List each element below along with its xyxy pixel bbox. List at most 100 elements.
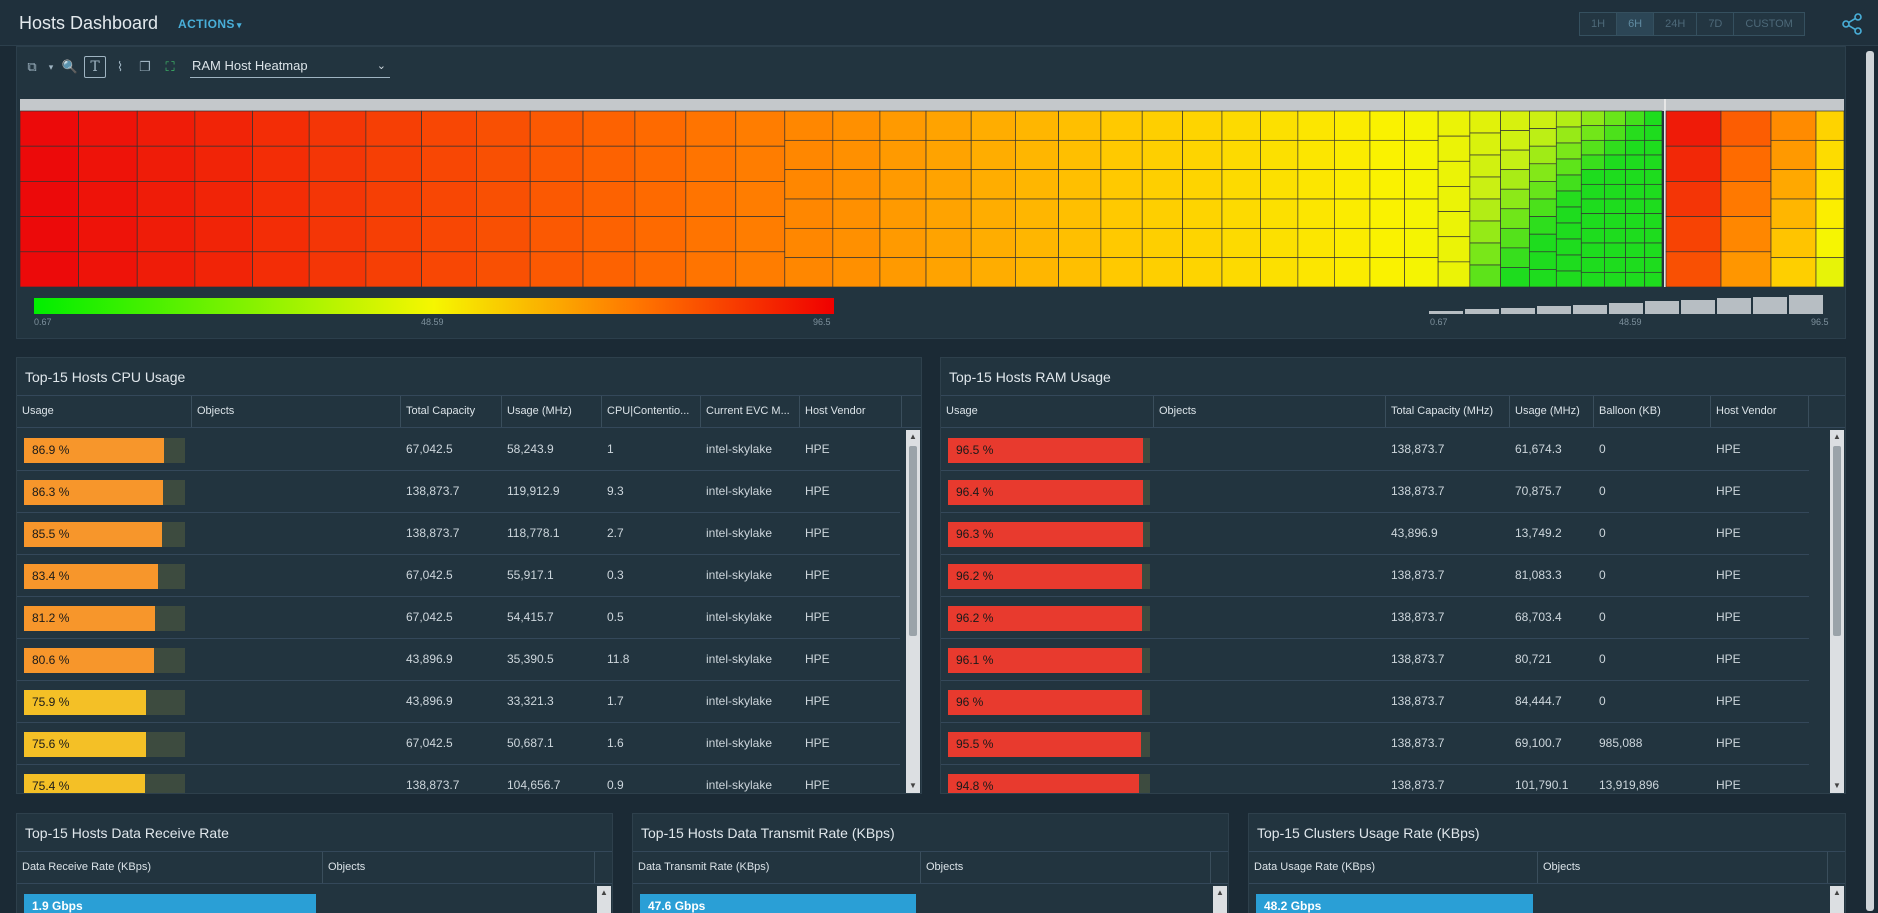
heatmap-cell[interactable] <box>735 216 786 253</box>
table-row[interactable]: 96.2 % 138,873.7 68,703.4 0 HPE <box>941 597 1809 639</box>
heatmap-cell[interactable] <box>1182 198 1223 229</box>
heatmap-cell[interactable] <box>1720 181 1772 217</box>
heatmap-cell[interactable] <box>784 227 834 259</box>
heatmap-cell[interactable] <box>1297 169 1335 200</box>
heatmap-cell[interactable] <box>1015 169 1059 200</box>
heatmap-cell[interactable] <box>1644 213 1663 229</box>
heatmap-cell[interactable] <box>1555 206 1582 224</box>
heatmap-cell[interactable] <box>1815 139 1844 171</box>
scroll-up-icon[interactable]: ▲ <box>1833 888 1841 897</box>
heatmap-cell[interactable] <box>1604 110 1626 127</box>
cpu-col-usage[interactable]: Usage <box>17 396 192 427</box>
heatmap-cell[interactable] <box>194 110 253 147</box>
search-icon[interactable]: 🔍 <box>61 59 79 74</box>
heatmap-cell[interactable] <box>879 139 927 171</box>
heatmap-cell[interactable] <box>365 216 422 253</box>
heatmap-cell[interactable] <box>1604 154 1626 171</box>
heatmap-cell[interactable] <box>20 110 79 147</box>
heatmap-cell[interactable] <box>1529 145 1557 165</box>
heatmap-cell[interactable] <box>970 198 1016 229</box>
heatmap-cell[interactable] <box>1058 257 1102 287</box>
heatmap-cell[interactable] <box>1469 198 1501 222</box>
heatmap-cell[interactable] <box>529 251 584 287</box>
range-7d-button[interactable]: 7D <box>1697 13 1735 35</box>
heatmap-cell[interactable] <box>685 110 737 147</box>
cluster-col-rate[interactable]: Data Usage Rate (KBps) <box>1249 852 1538 883</box>
heatmap-cell[interactable] <box>1555 222 1582 240</box>
heatmap-cell[interactable] <box>1015 110 1059 141</box>
transmit-table-scrollbar[interactable]: ▲ <box>1213 886 1227 913</box>
ram-col-balloon[interactable]: Balloon (KB) <box>1594 396 1711 427</box>
heatmap-cell[interactable] <box>365 110 422 147</box>
heatmap-cell[interactable] <box>1260 169 1299 200</box>
heatmap-cell[interactable] <box>365 145 422 182</box>
heatmap-cell[interactable] <box>1058 169 1102 200</box>
heatmap-cell[interactable] <box>194 181 253 217</box>
heatmap-cell[interactable] <box>1580 125 1605 141</box>
heatmap-cell[interactable] <box>1404 139 1439 171</box>
heatmap-cell[interactable] <box>1580 139 1605 156</box>
heatmap-cell[interactable] <box>308 181 367 217</box>
heatmap-cell[interactable] <box>1625 183 1646 200</box>
heatmap-cell[interactable] <box>1625 227 1646 244</box>
range-24h-button[interactable]: 24H <box>1654 13 1698 35</box>
receive-col-objects[interactable]: Objects <box>323 852 595 883</box>
heatmap-cell[interactable] <box>1334 139 1371 171</box>
table-row[interactable]: 96.4 % 138,873.7 70,875.7 0 HPE <box>941 471 1809 513</box>
heatmap-cell[interactable] <box>1770 227 1817 259</box>
heatmap-cell[interactable] <box>1580 242 1605 259</box>
heatmap-cell[interactable] <box>685 145 737 182</box>
heatmap-cell[interactable] <box>784 169 834 200</box>
heatmap-cell[interactable] <box>421 181 477 217</box>
heatmap-cell[interactable] <box>1404 169 1439 200</box>
ram-col-usage-mhz[interactable]: Usage (MHz) <box>1510 396 1594 427</box>
heatmap-cell[interactable] <box>1500 247 1530 268</box>
heatmap-cell[interactable] <box>784 257 834 287</box>
heatmap-cell[interactable] <box>1644 257 1663 273</box>
heatmap-cell[interactable] <box>1529 181 1557 200</box>
heatmap-cell[interactable] <box>1555 158 1582 176</box>
heatmap-cell[interactable] <box>365 251 422 287</box>
heatmap-cell[interactable] <box>1100 110 1143 141</box>
heatmap-cell[interactable] <box>1469 220 1501 244</box>
heatmap-cell[interactable] <box>1334 198 1371 229</box>
heatmap-cell[interactable] <box>1260 139 1299 171</box>
heatmap-cell[interactable] <box>476 181 531 217</box>
heatmap-cell[interactable] <box>136 251 196 287</box>
receive-col-rate[interactable]: Data Receive Rate (KBps) <box>17 852 323 883</box>
scroll-thumb[interactable] <box>1833 446 1841 636</box>
heatmap-cell[interactable] <box>1815 169 1844 200</box>
heatmap-cell[interactable] <box>1100 198 1143 229</box>
range-custom-button[interactable]: CUSTOM <box>1734 13 1804 35</box>
heatmap-cell[interactable] <box>1665 145 1722 182</box>
heatmap-cell[interactable] <box>1625 154 1646 171</box>
heatmap-cell[interactable] <box>78 110 138 147</box>
heatmap-cell[interactable] <box>476 145 531 182</box>
heatmap-cell[interactable] <box>1604 169 1626 185</box>
scroll-up-icon[interactable]: ▲ <box>909 432 917 441</box>
heatmap-cell[interactable] <box>1604 139 1626 156</box>
heatmap-cell[interactable] <box>634 145 687 182</box>
heatmap-cell[interactable] <box>1369 110 1405 141</box>
heatmap-cell[interactable] <box>1625 271 1646 287</box>
heatmap-cell[interactable] <box>582 251 636 287</box>
heatmap-cell[interactable] <box>925 257 972 287</box>
heatmap-cell[interactable] <box>1529 233 1557 253</box>
heatmap-cell[interactable] <box>1555 126 1582 144</box>
heatmap-cell[interactable] <box>476 216 531 253</box>
heatmap-cell[interactable] <box>1500 149 1530 171</box>
transmit-col-objects[interactable]: Objects <box>921 852 1211 883</box>
fullscreen-icon[interactable]: ⛶ <box>165 59 175 74</box>
heatmap-cell[interactable] <box>1334 110 1371 141</box>
heatmap-cell[interactable] <box>1770 169 1817 200</box>
heatmap-cell[interactable] <box>1182 227 1223 259</box>
heatmap-cell[interactable] <box>1334 227 1371 259</box>
heatmap-cell[interactable] <box>1100 169 1143 200</box>
heatmap-cell[interactable] <box>1437 261 1471 287</box>
heatmap-cell[interactable] <box>925 227 972 259</box>
heatmap-cell[interactable] <box>1260 257 1299 287</box>
heatmap-cell[interactable] <box>1720 110 1772 147</box>
heatmap-cell[interactable] <box>1182 257 1223 287</box>
heatmap-cell[interactable] <box>879 227 927 259</box>
heatmap-cell[interactable] <box>194 251 253 287</box>
